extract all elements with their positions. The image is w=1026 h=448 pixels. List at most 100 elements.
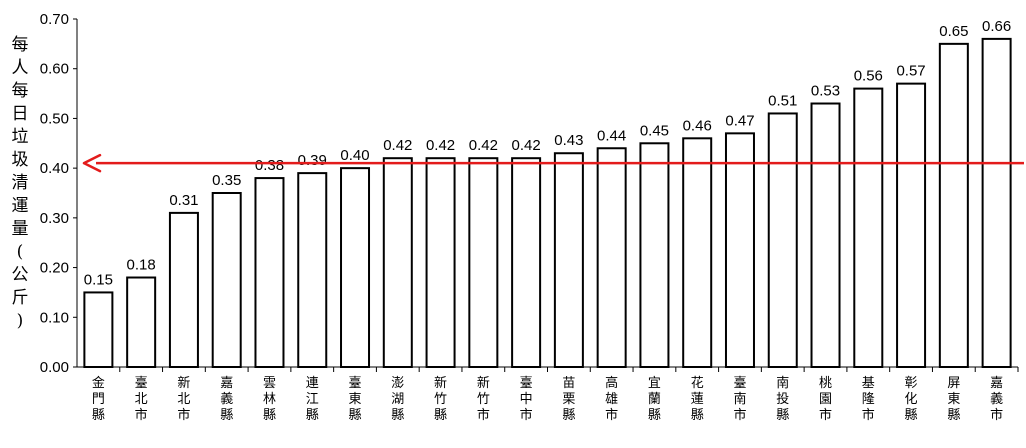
bar [767, 112, 798, 369]
x-tick-label-char: 縣 [562, 408, 575, 423]
x-tick-label-char: 市 [135, 407, 148, 423]
data-label: 0.66 [982, 18, 1011, 35]
y-axis-label-char: 每 [12, 35, 29, 55]
y-axis-label-char: 每 [12, 81, 29, 101]
x-tick-label-char: 縣 [263, 408, 276, 423]
data-label: 0.51 [768, 92, 797, 109]
bar [724, 132, 755, 368]
x-tick-label-char: 縣 [434, 408, 447, 423]
x-tick-label-char: 市 [819, 407, 832, 423]
data-label: 0.40 [340, 147, 369, 164]
y-tick-label: 0.20 [40, 260, 69, 277]
x-tick-label-char: 市 [177, 407, 190, 423]
x-tick-label-char: 義 [990, 391, 1003, 407]
x-tick-label: 新北市 [177, 375, 190, 423]
data-label: 0.53 [811, 83, 840, 100]
x-tick-label: 臺中市 [520, 376, 533, 423]
x-tick-label-char: 南 [776, 375, 789, 391]
x-tick-label-char: 臺 [520, 376, 533, 391]
x-tick-label-char: 桃 [819, 376, 832, 391]
x-tick-label-char: 嘉 [990, 376, 1003, 391]
y-axis-label-char: 運 [12, 196, 29, 216]
x-tick-label: 連江縣 [306, 376, 319, 423]
bar [810, 102, 841, 368]
bar [340, 167, 371, 368]
y-axis-label-char: ( [17, 242, 24, 262]
data-label: 0.44 [597, 127, 626, 144]
x-tick-label: 臺北市 [135, 376, 148, 423]
bar [83, 291, 114, 368]
x-tick-label: 臺南市 [733, 376, 746, 423]
x-tick-label-char: 中 [520, 392, 533, 407]
data-label: 0.42 [512, 137, 541, 154]
x-tick-label: 宜蘭縣 [648, 376, 661, 423]
x-tick-label: 臺東縣 [349, 376, 362, 423]
x-tick-label-char: 縣 [220, 408, 233, 423]
x-tick-label-char: 宜 [648, 376, 661, 391]
x-tick-label-char: 蘭 [648, 391, 661, 407]
x-tick-label-char: 北 [135, 392, 148, 407]
x-tick-label-char: 縣 [648, 408, 661, 423]
reference-line-arrowhead [82, 153, 102, 173]
x-tick-label-char: 基 [862, 376, 875, 391]
x-tick-label-char: 南 [733, 391, 746, 407]
x-tick-label-char: 義 [220, 391, 233, 407]
data-label: 0.15 [84, 271, 113, 288]
x-tick-label-char: 湖 [391, 392, 404, 407]
x-tick-label-char: 縣 [306, 408, 319, 423]
bars [83, 37, 1012, 369]
bar [126, 276, 157, 368]
x-tick-label-char: 新 [434, 375, 447, 391]
y-tick-label: 0.40 [40, 160, 69, 177]
y-tick-label: 0.50 [40, 110, 69, 127]
bar [468, 157, 499, 368]
bar [511, 157, 542, 368]
data-label: 0.43 [554, 132, 583, 149]
bar [425, 157, 456, 368]
data-label: 0.42 [383, 137, 412, 154]
data-label: 0.35 [212, 172, 241, 189]
data-labels: 0.15 0.18 0.31 0.35 0.38 0.39 0.40 0.42 0.42 0.42… [84, 18, 1011, 289]
x-tick-label-char: 高 [605, 375, 618, 391]
data-label: 0.18 [127, 257, 156, 274]
x-tick-label-char: 澎 [391, 376, 404, 391]
x-tick-label: 雲林縣 [263, 376, 276, 423]
x-tick-label-char: 東 [947, 391, 960, 407]
y-axis-label-char: 日 [12, 104, 29, 124]
x-tick-label-char: 縣 [691, 408, 704, 423]
y-tick-label: 0.00 [40, 359, 69, 376]
data-label: 0.39 [298, 152, 327, 169]
bar [254, 177, 285, 368]
x-tick-label-char: 連 [306, 376, 319, 391]
bar [938, 42, 969, 368]
y-axis-label-char: 圾 [12, 150, 29, 170]
x-tick-label-char: 北 [177, 392, 190, 407]
x-tick-label-char: 縣 [776, 408, 789, 423]
x-tick-label: 嘉義市 [990, 376, 1003, 423]
x-tick-label-char: 市 [733, 407, 746, 423]
x-tick-label-char: 投 [776, 391, 789, 407]
x-tick-label-char: 化 [905, 392, 918, 407]
data-label: 0.42 [469, 137, 498, 154]
x-tick-label-char: 臺 [733, 376, 746, 391]
x-tick-label-char: 市 [862, 407, 875, 423]
x-tick-label-char: 臺 [135, 376, 148, 391]
data-label: 0.42 [426, 137, 455, 154]
x-axis: 金門縣臺北市新北市嘉義縣雲林縣連江縣臺東縣澎湖縣新竹縣新竹市臺中市苗栗縣高雄市宜… [77, 366, 1019, 423]
x-tick-label-char: 屏 [947, 376, 960, 391]
x-tick-label: 苗栗縣 [562, 376, 575, 423]
y-axis-label-char: 人 [12, 58, 29, 78]
bar [297, 172, 328, 368]
data-label: 0.65 [939, 23, 968, 40]
x-tick-label-char: 隆 [862, 392, 875, 407]
x-tick-label-char: 彰 [905, 375, 918, 391]
x-tick-label-char: 竹 [477, 392, 490, 407]
y-tick-label: 0.60 [40, 61, 69, 78]
x-tick-label: 新竹市 [477, 375, 490, 423]
x-tick-label-char: 市 [477, 407, 490, 423]
y-tick-label: 0.70 [40, 11, 69, 28]
x-tick-label-char: 臺 [349, 376, 362, 391]
y-axis-label-char: ) [17, 311, 24, 331]
